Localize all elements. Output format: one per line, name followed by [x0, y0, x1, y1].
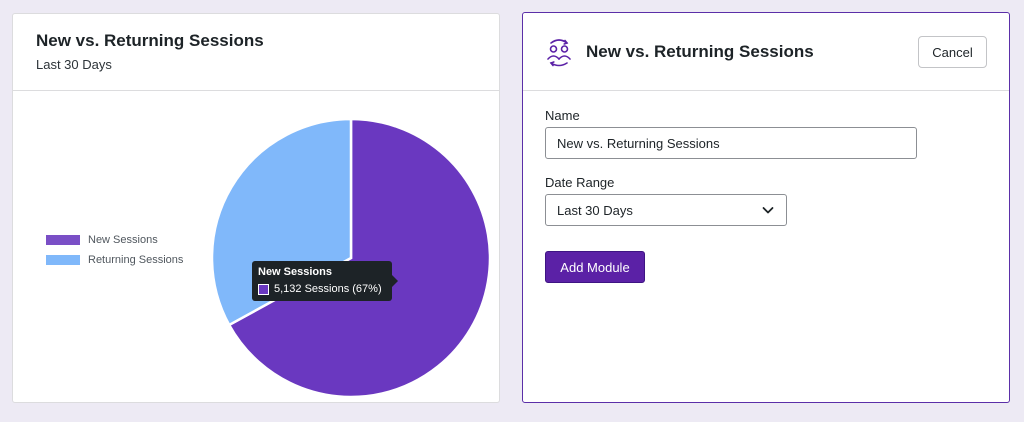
legend-swatch-new-sessions	[46, 235, 80, 245]
chart-legend: New Sessions Returning Sessions	[46, 230, 183, 270]
add-module-button[interactable]: Add Module	[545, 251, 645, 283]
tooltip-swatch	[258, 283, 269, 295]
pie-chart	[210, 117, 492, 399]
legend-label-returning-sessions: Returning Sessions	[88, 254, 184, 266]
users-sync-icon	[547, 39, 571, 67]
legend-item-returning-sessions[interactable]: Returning Sessions	[46, 250, 183, 270]
name-input[interactable]	[545, 127, 917, 159]
legend-label-new-sessions: New Sessions	[88, 234, 158, 246]
form-card-header: New vs. Returning Sessions Cancel	[523, 13, 1009, 91]
date-range-select[interactable]: Last 30 Days	[545, 194, 787, 226]
form-title: New vs. Returning Sessions	[586, 42, 814, 61]
name-label: Name	[545, 108, 580, 123]
chart-subtitle: Last 30 Days	[36, 57, 112, 72]
chart-tooltip: New Sessions 5,132 Sessions (67%)	[252, 261, 398, 301]
tooltip-value: 5,132 Sessions (67%)	[274, 283, 382, 295]
tooltip-title: New Sessions	[258, 266, 332, 278]
chart-card-header: New vs. Returning Sessions Last 30 Days	[13, 14, 499, 91]
pie-slice-new-sessions[interactable]	[227, 117, 492, 399]
date-range-label: Date Range	[545, 175, 615, 190]
date-range-value: Last 30 Days	[557, 202, 633, 218]
legend-swatch-returning-sessions	[46, 255, 80, 265]
chart-card: New vs. Returning Sessions Last 30 Days …	[12, 13, 500, 403]
form-card: New vs. Returning Sessions Cancel Name D…	[522, 12, 1010, 403]
chart-title: New vs. Returning Sessions	[36, 31, 264, 50]
chevron-down-icon	[762, 207, 774, 214]
cancel-button[interactable]: Cancel	[918, 36, 987, 68]
legend-item-new-sessions[interactable]: New Sessions	[46, 230, 183, 250]
